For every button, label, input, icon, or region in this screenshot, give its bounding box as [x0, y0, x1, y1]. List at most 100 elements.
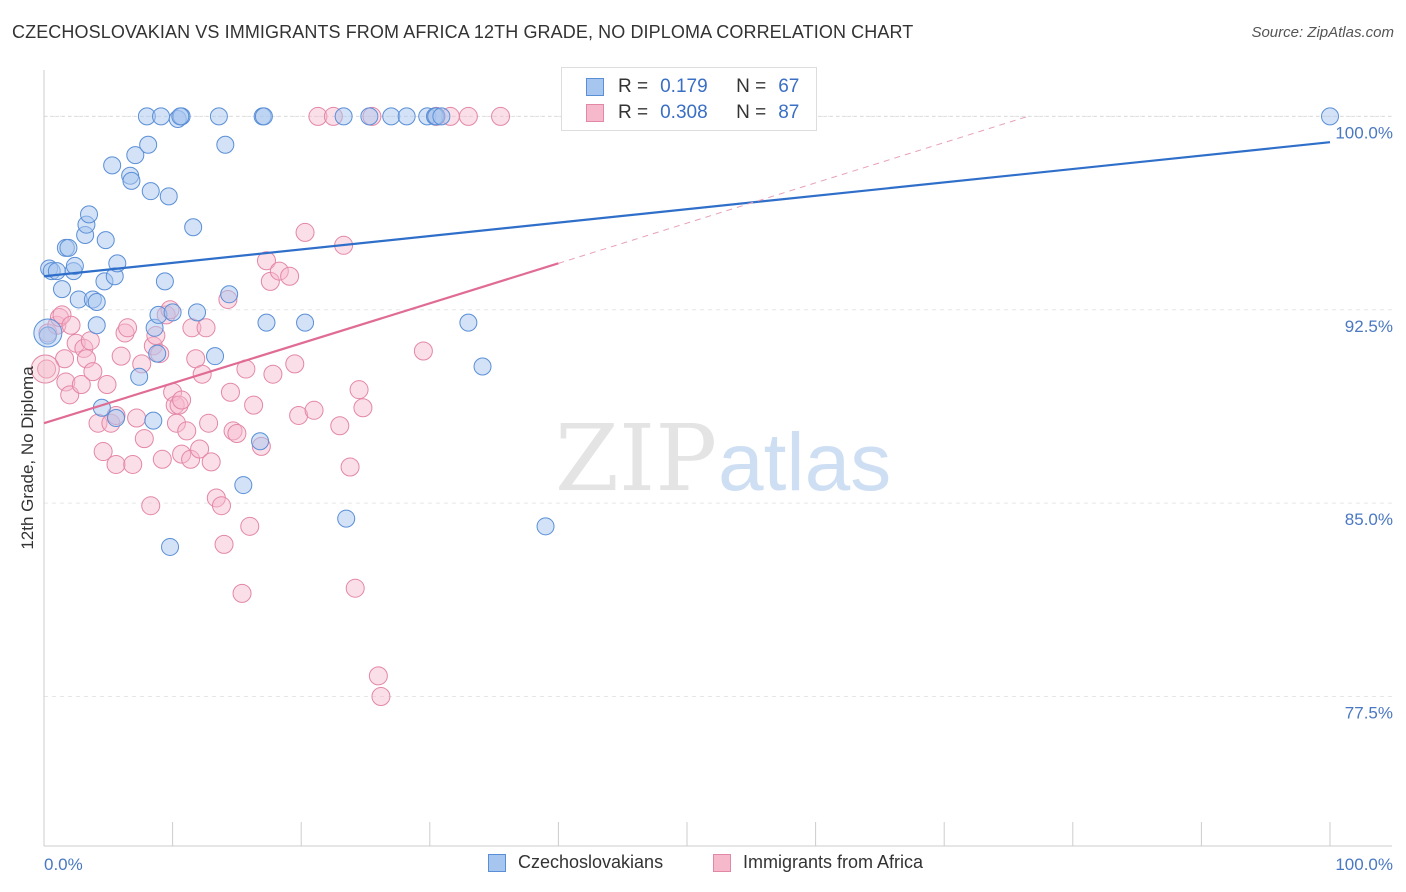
r-value: 0.179 — [660, 76, 708, 97]
czech-point — [296, 313, 315, 332]
axes — [43, 70, 1392, 847]
watermark: ZIP atlas — [555, 405, 891, 512]
czech-point — [130, 367, 149, 386]
africa-point — [353, 398, 373, 418]
r-label: R = — [618, 76, 649, 97]
africa-point — [458, 106, 478, 126]
czech-point — [155, 272, 174, 291]
czech-legend-swatch — [488, 853, 506, 872]
czech-point — [161, 537, 180, 556]
czech-swatch — [586, 78, 604, 96]
africa-point — [30, 354, 60, 384]
czech-point — [33, 318, 63, 348]
series-czech-points — [33, 107, 1339, 556]
africa-point — [269, 261, 289, 281]
trend-lines — [43, 115, 1331, 425]
africa-point — [304, 400, 324, 420]
tick-labels: 77.5% 85.0% 92.5% 100.0% 0.0% 100.0% — [44, 123, 1393, 874]
czech-point — [1321, 107, 1339, 126]
africa-point — [413, 341, 433, 361]
czech-point — [159, 187, 178, 206]
africa-point — [345, 578, 365, 598]
africa-point — [289, 405, 309, 425]
africa-trend-extension — [558, 115, 1028, 264]
africa-swatch — [586, 104, 604, 122]
africa-point — [240, 516, 260, 536]
czech-point — [122, 171, 141, 190]
africa-point — [214, 534, 234, 554]
czech-point — [220, 285, 239, 304]
africa-point — [111, 346, 131, 366]
africa-point — [196, 318, 216, 338]
czech-point — [163, 303, 182, 322]
africa-point — [83, 362, 103, 382]
czech-point — [107, 409, 126, 428]
africa-point — [80, 331, 100, 351]
czech-point — [38, 326, 57, 345]
czech-point — [184, 218, 203, 237]
africa-trend-line — [43, 262, 559, 425]
stats-legend: R = 0.179 N = 67 R = 0.308 N = 87 — [561, 67, 817, 131]
africa-point — [280, 266, 300, 286]
czech-point — [397, 107, 416, 126]
watermark-atlas: atlas — [718, 417, 891, 508]
y-tick-label: 92.5% — [1345, 317, 1393, 336]
africa-point — [134, 429, 154, 449]
africa-point — [227, 424, 247, 444]
africa-point — [199, 413, 219, 433]
czech-point — [126, 146, 145, 165]
czech-point — [152, 107, 171, 126]
czech-point — [139, 135, 158, 154]
africa-point — [177, 421, 197, 441]
czech-point — [59, 238, 78, 257]
czech-point — [536, 517, 555, 536]
africa-legend-swatch — [713, 853, 731, 872]
africa-point — [211, 496, 231, 516]
y-axis-label: 12th Grade, No Diploma — [18, 366, 37, 550]
czech-point — [188, 303, 207, 322]
chart-title: CZECHOSLOVAKIAN VS IMMIGRANTS FROM AFRIC… — [12, 22, 914, 42]
n-label: N = — [736, 76, 767, 97]
africa-point — [263, 364, 283, 384]
africa-point — [330, 416, 350, 436]
series-legend: Czechoslovakians Immigrants from Africa — [0, 852, 1406, 878]
stats-row-africa: R = 0.308 N = 87 — [586, 101, 799, 125]
africa-point — [201, 452, 221, 472]
czech-point — [360, 107, 379, 126]
africa-point — [37, 359, 57, 379]
czech-point — [432, 107, 451, 126]
africa-point — [93, 442, 113, 462]
africa-point — [349, 380, 369, 400]
africa-point — [55, 349, 75, 369]
y-tick-label: 85.0% — [1345, 510, 1393, 529]
czech-point — [144, 411, 163, 430]
africa-point — [220, 382, 240, 402]
africa-point — [256, 251, 276, 271]
africa-point — [285, 354, 305, 374]
czech-point — [382, 107, 401, 126]
africa-point — [97, 375, 117, 395]
africa-point — [123, 454, 143, 474]
czech-point — [53, 280, 72, 299]
africa-point — [368, 666, 388, 686]
r-value: 0.308 — [660, 102, 708, 123]
x-tick-label: 0.0% — [44, 855, 83, 874]
czech-point — [47, 262, 66, 281]
czech-point — [337, 509, 356, 528]
africa-point — [49, 307, 69, 327]
chart-source: Source: ZipAtlas.com — [1251, 24, 1394, 41]
africa-point — [169, 395, 189, 415]
czech-point — [473, 357, 492, 376]
czech-point — [209, 107, 228, 126]
africa-point — [106, 454, 126, 474]
watermark-zip: ZIP — [555, 405, 717, 512]
africa-point — [371, 686, 391, 706]
czech-point — [206, 347, 225, 366]
africa-point — [190, 439, 210, 459]
czech-point — [87, 293, 106, 312]
czech-point — [171, 107, 190, 126]
y-tick-label: 77.5% — [1345, 703, 1393, 722]
n-label: N = — [736, 102, 767, 123]
africa-point — [308, 106, 328, 126]
